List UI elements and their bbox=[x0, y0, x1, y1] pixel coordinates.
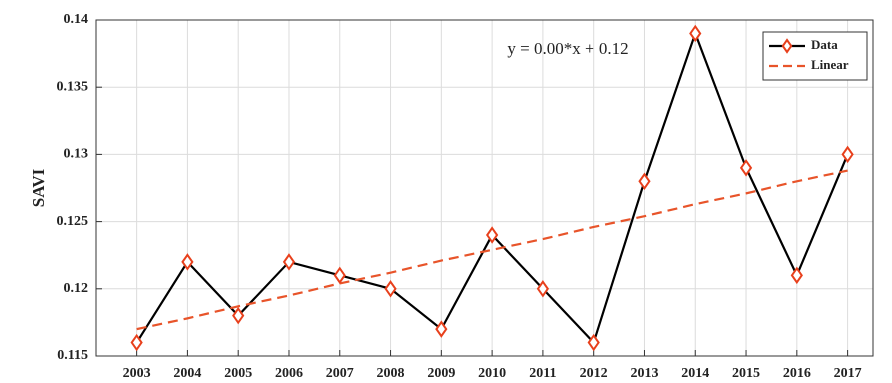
y-axis-label: SAVI bbox=[29, 168, 48, 207]
x-tick-label: 2004 bbox=[173, 366, 201, 381]
x-tick-label: 2005 bbox=[224, 366, 252, 381]
marker bbox=[282, 253, 296, 271]
plot-frame bbox=[95, 19, 874, 357]
marker bbox=[232, 306, 245, 325]
y-tick-label: 0.125 bbox=[57, 214, 89, 229]
x-tick-label: 2016 bbox=[783, 366, 811, 381]
x-tick-label: 2008 bbox=[377, 366, 405, 381]
y-tick-label: 0.12 bbox=[64, 281, 89, 296]
x-tick-label: 2009 bbox=[427, 366, 455, 381]
legend-marker bbox=[781, 38, 793, 54]
marker bbox=[384, 280, 397, 298]
marker bbox=[841, 145, 854, 164]
marker bbox=[333, 266, 346, 285]
y-tick-label: 0.135 bbox=[57, 79, 89, 94]
x-tick-label: 2013 bbox=[630, 366, 658, 381]
x-tick-label: 2010 bbox=[478, 366, 506, 381]
x-tick-label: 2003 bbox=[123, 366, 151, 381]
marker bbox=[587, 333, 600, 352]
x-tick-label: 2007 bbox=[326, 366, 354, 381]
x-tick-label: 2006 bbox=[275, 366, 303, 381]
marker bbox=[638, 172, 651, 191]
marker bbox=[435, 320, 448, 338]
marker bbox=[130, 333, 143, 352]
marker bbox=[181, 253, 194, 271]
x-tick-label: 2015 bbox=[732, 366, 760, 381]
marker bbox=[739, 159, 753, 177]
marker bbox=[536, 280, 550, 298]
legend-box bbox=[762, 31, 868, 81]
y-tick-label: 0.14 bbox=[64, 12, 89, 27]
legend-label: Linear bbox=[811, 57, 849, 72]
marker bbox=[485, 226, 499, 244]
x-tick-label: 2011 bbox=[529, 366, 556, 381]
y-tick-label: 0.115 bbox=[57, 348, 88, 363]
legend: Data Linear bbox=[762, 31, 868, 81]
legend-label: Data bbox=[811, 37, 838, 52]
marker bbox=[790, 266, 803, 285]
annotation: y = 0.00*x + 0.12 bbox=[507, 39, 628, 58]
x-tick-label: 2014 bbox=[681, 366, 709, 381]
trend-line bbox=[136, 169, 848, 331]
y-tick-label: 0.13 bbox=[64, 147, 89, 162]
marker bbox=[689, 24, 702, 43]
x-tick-label: 2017 bbox=[834, 366, 862, 381]
x-tick-label: 2012 bbox=[580, 366, 608, 381]
